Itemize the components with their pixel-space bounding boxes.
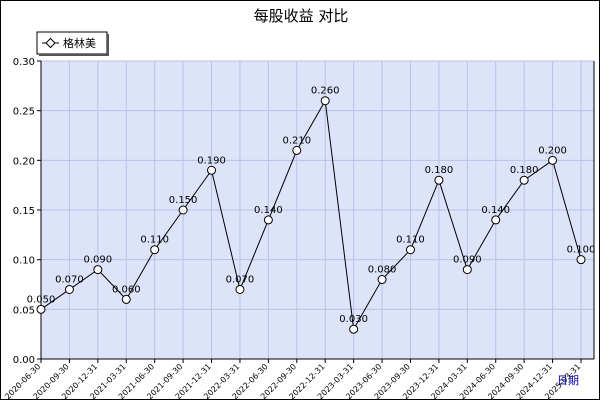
data-label: 0.150 — [169, 195, 198, 206]
data-point — [178, 205, 188, 215]
y-tick-label: 0.25 — [13, 107, 35, 118]
data-point — [405, 245, 415, 255]
y-tick-labels: 0.00 0.05 0.10 0.15 0.20 0.25 0.30 — [13, 57, 35, 366]
data-label: 0.070 — [55, 274, 84, 285]
data-label: 0.090 — [84, 255, 113, 266]
data-label: 0.260 — [311, 86, 340, 97]
legend-diamond-icon — [45, 37, 56, 49]
data-point — [292, 145, 302, 155]
y-tick-label: 0.05 — [13, 305, 35, 316]
data-point — [93, 265, 103, 275]
x-axis-suffix-label: 日期 — [557, 374, 579, 387]
data-point — [462, 265, 472, 275]
data-point — [434, 175, 444, 185]
data-point — [121, 294, 131, 304]
grid-lines — [40, 60, 594, 359]
data-label: 0.180 — [425, 165, 454, 176]
data-label: 0.060 — [112, 284, 141, 295]
data-point — [576, 255, 586, 265]
x-tick-labels: 2020-06-302020-09-302020-12-312021-03-31… — [3, 362, 582, 401]
data-point — [320, 96, 330, 106]
data-label: 0.050 — [27, 294, 56, 305]
legend-shadow — [107, 34, 109, 56]
data-label: 0.090 — [453, 255, 482, 266]
data-labels: 0.0500.0700.0900.0600.1100.1500.1900.070… — [27, 86, 596, 325]
y-tick-label: 0.00 — [13, 355, 35, 366]
data-point — [491, 215, 501, 225]
series-line-gelinmei — [40, 99, 582, 331]
data-label: 0.110 — [396, 235, 425, 246]
legend-shadow-bottom — [39, 54, 109, 56]
data-point — [377, 275, 387, 285]
legend: 格林美 — [36, 31, 109, 56]
data-label: 0.080 — [368, 265, 397, 276]
data-point — [207, 165, 217, 175]
data-points — [36, 96, 586, 334]
data-label: 0.100 — [567, 245, 596, 256]
data-label: 0.110 — [140, 235, 169, 246]
data-point — [548, 155, 558, 165]
data-label: 0.140 — [254, 205, 283, 216]
data-point — [263, 215, 273, 225]
legend-entry: 格林美 — [63, 36, 96, 50]
data-label: 0.180 — [510, 165, 539, 176]
y-tick-label: 0.10 — [13, 256, 35, 267]
y-tick-label: 0.30 — [13, 57, 35, 68]
data-label: 0.140 — [481, 205, 510, 216]
data-label: 0.030 — [339, 314, 368, 325]
data-point — [150, 245, 160, 255]
y-tick-label: 0.15 — [13, 206, 35, 217]
data-label: 0.070 — [226, 274, 255, 285]
data-label: 0.200 — [538, 145, 567, 156]
data-point — [36, 304, 46, 314]
y-tick-label: 0.20 — [13, 156, 35, 167]
data-label: 0.190 — [197, 155, 226, 166]
data-point — [349, 324, 359, 334]
data-point — [519, 175, 529, 185]
chart-title: 每股收益 对比 — [254, 7, 349, 25]
data-point — [64, 284, 74, 294]
data-label: 0.210 — [282, 135, 311, 146]
data-point — [235, 284, 245, 294]
